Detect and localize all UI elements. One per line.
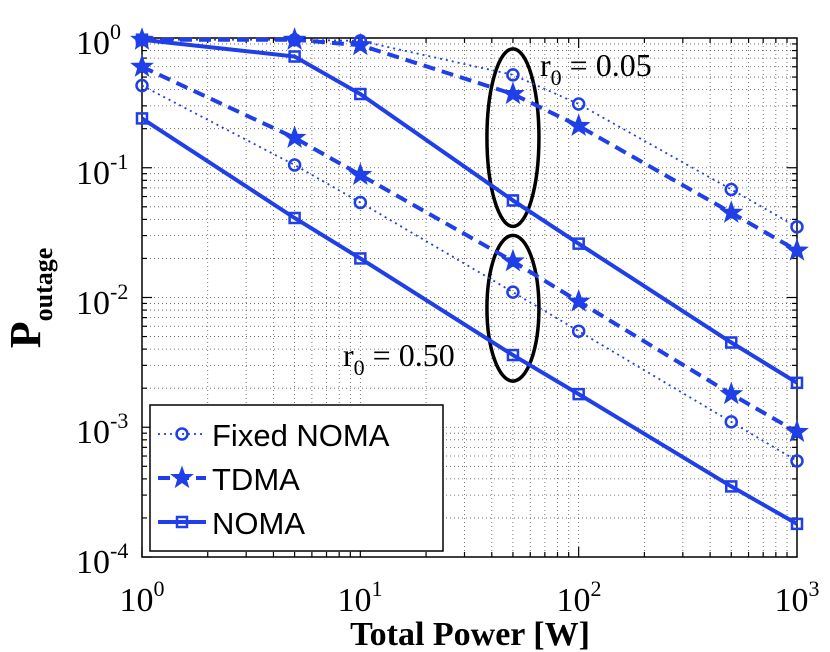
data-point-noma-r0-005 [135, 33, 149, 46]
data-point-tdma-r0-050 [719, 381, 744, 405]
data-point-noma-r0-050 [135, 112, 149, 125]
data-point-tdma-r0-050 [348, 162, 373, 186]
data-point-noma-r0-050 [288, 211, 301, 225]
data-point-tdma-r0-050 [785, 419, 809, 443]
data-point-noma-r0-005 [790, 376, 804, 390]
data-point-tdma-r0-005 [566, 113, 591, 137]
legend-label-noma: NOMA [212, 506, 305, 541]
data-point-noma-r0-050 [790, 517, 804, 531]
data-point-noma-r0-005 [354, 87, 367, 101]
x-tick-label-100: 102 [557, 576, 602, 619]
series-fixed-noma-r0-005 [135, 32, 804, 234]
legend-label-fixed-noma: Fixed NOMA [212, 418, 390, 453]
data-point-fixed-noma-r0-005 [506, 68, 520, 82]
data-point-fixed-noma-r0-050 [790, 454, 804, 468]
series-layer [130, 27, 809, 531]
data-point-fixed-noma-r0-050 [724, 415, 739, 429]
series-line-fixed-noma-r0-050 [141, 84, 798, 462]
y-axis-title: Poutage [1, 248, 58, 349]
y-tick-label-1e-3: 10-3 [76, 408, 128, 451]
data-point-noma-r0-050 [506, 348, 520, 362]
data-point-noma-r0-050 [354, 252, 367, 265]
x-tick-label-1: 100 [120, 576, 165, 619]
legend: Fixed NOMA TDMA NOMA [149, 404, 444, 552]
series-fixed-noma-r0-050 [135, 78, 804, 468]
legend-marker-tdma [170, 465, 194, 489]
ellipse-r005 [485, 47, 541, 229]
legend-marker-fixed-noma [175, 427, 189, 441]
x-tick-label-10: 101 [338, 576, 383, 619]
series-line-noma-r0-050 [140, 116, 798, 526]
data-point-noma-r0-005 [725, 336, 738, 349]
x-tick-label-1000: 103 [775, 576, 820, 619]
y-tick-label-1e-4: 10-4 [76, 538, 128, 581]
series-line-noma-r0-005 [141, 37, 799, 385]
data-point-fixed-noma-r0-050 [135, 78, 149, 93]
data-point-noma-r0-050 [725, 480, 738, 493]
data-point-fixed-noma-r0-050 [506, 285, 520, 299]
x-tick-labels: 100 101 102 103 [120, 576, 820, 619]
series-noma-r0-005 [135, 33, 804, 390]
data-point-tdma-r0-050 [566, 289, 591, 312]
data-point-tdma-r0-050 [501, 248, 525, 272]
data-point-tdma-r0-005 [282, 27, 307, 50]
region-ellipses [485, 47, 541, 383]
data-point-tdma-r0-050 [282, 125, 307, 148]
data-point-fixed-noma-r0-050 [353, 195, 368, 210]
series-line-fixed-noma-r0-005 [142, 38, 798, 228]
series-noma-r0-050 [135, 112, 804, 531]
y-tick-label-1e0: 100 [76, 19, 121, 62]
data-point-tdma-r0-005 [785, 238, 809, 261]
data-point-fixed-noma-r0-050 [571, 324, 586, 338]
data-point-noma-r0-005 [288, 50, 301, 63]
data-point-fixed-noma-r0-005 [790, 220, 804, 234]
ellipse-r050 [485, 233, 541, 383]
annotation-r005: r0 = 0.05 [540, 47, 652, 90]
y-tick-label-1e-1: 10-1 [76, 149, 128, 192]
data-point-noma-r0-005 [506, 194, 520, 207]
y-tick-labels: 100 10-1 10-2 10-3 10-4 [76, 19, 128, 581]
data-point-tdma-r0-005 [348, 32, 373, 56]
data-point-tdma-r0-005 [501, 81, 525, 105]
data-point-fixed-noma-r0-005 [571, 97, 586, 111]
data-point-tdma-r0-050 [130, 54, 154, 77]
x-axis-title: Total Power [W] [350, 616, 590, 652]
series-tdma-r0-050 [130, 54, 809, 443]
data-point-noma-r0-005 [572, 237, 585, 250]
legend-marker-noma [175, 515, 189, 529]
series-line-tdma-r0-050 [141, 64, 798, 434]
y-tick-label-1e-2: 10-2 [76, 279, 128, 322]
annotation-r050: r0 = 0.50 [343, 337, 455, 380]
data-point-tdma-r0-005 [719, 200, 744, 223]
series-tdma-r0-005 [130, 27, 809, 261]
data-point-noma-r0-050 [572, 387, 585, 401]
annotations: r0 = 0.05 r0 = 0.50 [343, 47, 652, 380]
legend-label-tdma: TDMA [212, 462, 300, 497]
series-line-tdma-r0-005 [142, 37, 798, 253]
legend-samples [158, 427, 206, 529]
data-point-fixed-noma-r0-005 [724, 182, 739, 197]
data-point-fixed-noma-r0-050 [287, 158, 302, 172]
